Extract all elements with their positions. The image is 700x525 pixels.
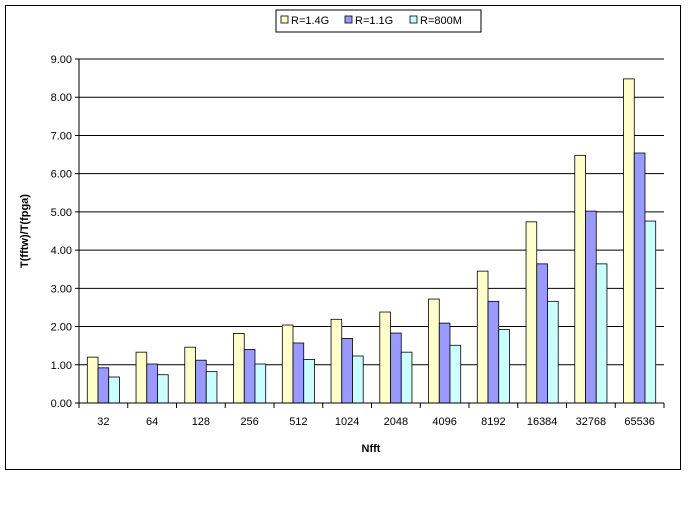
bar-r800m-4096 xyxy=(449,344,462,404)
legend-label-r11g: R=1.1G xyxy=(355,15,393,27)
chart-frame: 0.00 1.00 2.00 3.00 4.00 5.00 6.00 7.00 8.00 9.00… xyxy=(5,5,681,470)
x-tick-label: 4096 xyxy=(432,416,456,428)
plot-area xyxy=(79,59,664,403)
y-tick-label: 3.00 xyxy=(51,283,72,295)
legend-label-r800m: R=800M xyxy=(420,15,462,27)
bar-r14g-16384 xyxy=(525,221,538,404)
x-tick-label: 256 xyxy=(240,416,258,428)
bar-r11g-512 xyxy=(292,342,305,404)
y-tick-label: 0.00 xyxy=(51,398,72,410)
legend-label-r14g: R=1.4G xyxy=(291,15,329,27)
y-tick-label: 4.00 xyxy=(51,245,72,257)
bar-r14g-64 xyxy=(135,351,148,404)
legend-swatch-r11g xyxy=(344,15,353,24)
bar-r11g-65536 xyxy=(633,152,646,404)
bar-r800m-32 xyxy=(108,376,120,404)
gridlines xyxy=(79,58,664,404)
bar-r800m-8192 xyxy=(498,329,510,404)
bar-r11g-4096 xyxy=(438,322,451,404)
x-tick-label: 128 xyxy=(192,416,210,428)
bar-r800m-65536 xyxy=(644,220,657,404)
x-tick-label: 32 xyxy=(97,416,109,428)
bar-r14g-32 xyxy=(86,356,99,404)
bar-r11g-1024 xyxy=(341,338,353,404)
x-tick-label: 2048 xyxy=(384,416,408,428)
bar-r14g-65536 xyxy=(623,78,635,404)
x-tick-label: 64 xyxy=(146,416,158,428)
y-tick-label: 2.00 xyxy=(51,322,72,334)
y-axis-title: T(fftw)/T(fpga) xyxy=(19,194,31,268)
bar-r11g-32 xyxy=(97,367,110,404)
x-tick-label: 16384 xyxy=(527,416,558,428)
y-tick-label: 5.00 xyxy=(51,207,72,219)
x-tick-label: 8192 xyxy=(481,416,505,428)
bar-r11g-32768 xyxy=(585,210,597,404)
x-axis-title: Nfft xyxy=(362,443,381,455)
bar-r11g-16384 xyxy=(536,263,548,404)
bar-r11g-256 xyxy=(243,349,256,404)
x-tick-label: 512 xyxy=(289,416,307,428)
bar-r14g-32768 xyxy=(574,154,586,404)
bar-r800m-256 xyxy=(254,363,267,404)
bar-chart: 0.00 1.00 2.00 3.00 4.00 5.00 6.00 7.00 8.00 9.00… xyxy=(19,9,665,455)
bar-r14g-8192 xyxy=(476,270,489,404)
legend-swatch-r14g xyxy=(280,15,289,24)
bar-r14g-256 xyxy=(233,333,245,404)
x-tick-label: 65536 xyxy=(624,416,655,428)
y-tick-label: 9.00 xyxy=(51,54,72,66)
bar-r14g-512 xyxy=(281,324,294,404)
bar-r14g-2048 xyxy=(379,311,391,404)
bar-r800m-2048 xyxy=(400,351,413,404)
bar-r800m-64 xyxy=(157,374,169,404)
x-tick-label: 32768 xyxy=(576,416,607,428)
bar-r14g-1024 xyxy=(330,318,343,404)
y-tick-label: 7.00 xyxy=(51,130,72,142)
y-tick-labels: 0.00 1.00 2.00 3.00 4.00 5.00 6.00 7.00 8.00 9.00 xyxy=(51,54,72,410)
bar-r14g-4096 xyxy=(428,298,440,404)
bar-r11g-8192 xyxy=(487,300,500,404)
legend: R=1.4G R=1.1G R=800M xyxy=(275,9,482,33)
y-tick-label: 1.00 xyxy=(51,360,72,372)
bar-r11g-2048 xyxy=(390,332,402,404)
x-tick-label: 1024 xyxy=(335,416,359,428)
legend-box xyxy=(275,9,482,33)
bar-r800m-32768 xyxy=(595,263,608,404)
y-tick-label: 6.00 xyxy=(51,169,72,181)
bar-r800m-16384 xyxy=(547,300,559,404)
legend-swatch-r800m xyxy=(409,15,418,24)
bar-r800m-128 xyxy=(205,371,218,404)
bar-r11g-64 xyxy=(146,363,158,404)
x-tick-labels: 32 64 128 256 512 1024 2048 4096 8192 16384 32768 6… xyxy=(97,416,655,428)
bar-r800m-512 xyxy=(303,359,315,404)
axes xyxy=(75,58,665,408)
bar-r11g-128 xyxy=(195,359,207,404)
bar-r800m-1024 xyxy=(352,355,364,404)
bar-r14g-128 xyxy=(184,346,196,404)
y-tick-label: 8.00 xyxy=(51,92,72,104)
